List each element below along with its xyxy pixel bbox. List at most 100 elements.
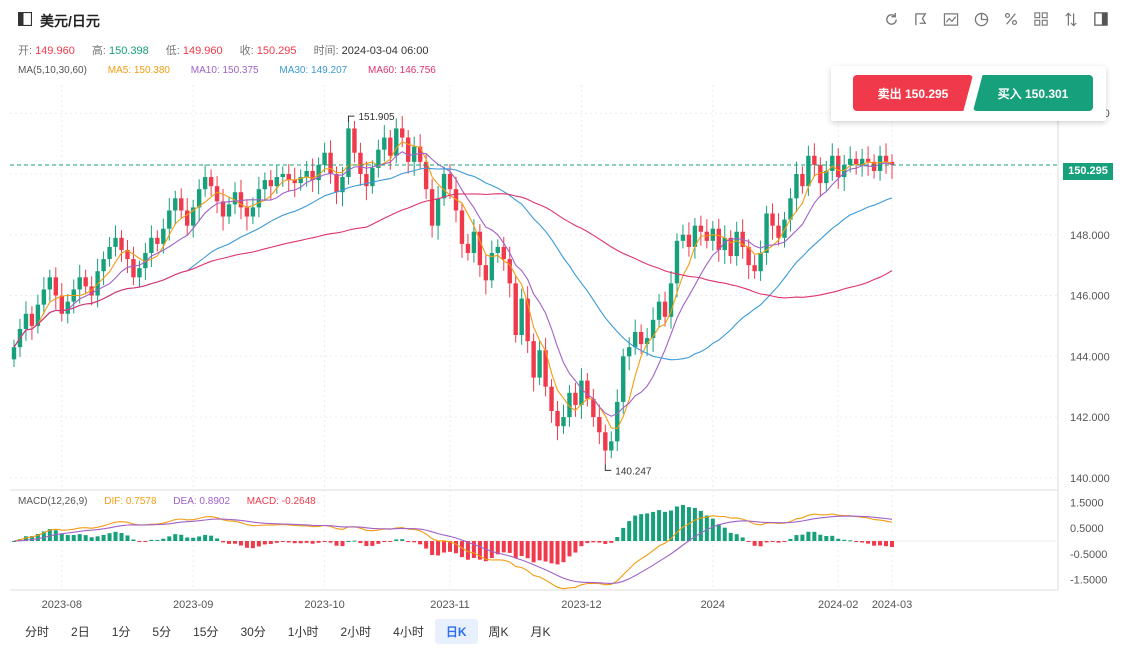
last-price-tag: 150.295 (1063, 163, 1113, 180)
candle-body (842, 164, 847, 178)
candle-body (250, 207, 256, 217)
close-value: 150.295 (256, 45, 297, 57)
candle-body (609, 441, 614, 451)
macd-bar (232, 541, 237, 544)
candle-body (179, 198, 184, 211)
sell-button[interactable]: 卖出 150.295 (853, 75, 973, 111)
candle-body (537, 350, 542, 378)
grid-icon[interactable] (1032, 10, 1050, 28)
macd-bar (728, 532, 733, 541)
y-tick-label: 146.000 (1070, 291, 1110, 303)
macd-bar (531, 541, 536, 563)
time-label: 时间: (313, 45, 339, 57)
timeframe-1[interactable]: 2日 (71, 625, 90, 639)
indicator-icon[interactable] (942, 10, 960, 28)
candle-body (794, 174, 799, 199)
timeframe-7[interactable]: 2小时 (340, 625, 372, 639)
candle-body (429, 189, 435, 226)
timeframe-4[interactable]: 15分 (193, 625, 219, 639)
candle-body (155, 237, 160, 244)
candle-body (591, 398, 596, 418)
timeframe-11[interactable]: 月K (530, 625, 551, 639)
macd-bar (627, 521, 632, 541)
candle-body (519, 298, 524, 336)
layout-icon[interactable] (1092, 10, 1110, 28)
candle-body (543, 350, 548, 387)
macd-bar (722, 527, 727, 541)
candle-body (382, 137, 387, 150)
candle-body (173, 198, 178, 211)
pie-icon[interactable] (972, 10, 990, 28)
candle-body (830, 155, 835, 171)
macd-bar (453, 541, 458, 554)
timeframe-2[interactable]: 1分 (111, 625, 131, 639)
macd-bar (555, 541, 560, 565)
macd-bar (740, 537, 745, 541)
macd-bar (262, 541, 267, 545)
macd-bar (543, 541, 548, 562)
candle-body (722, 237, 727, 250)
macd-bar (615, 537, 620, 541)
candle-body (394, 128, 399, 156)
draw-icon[interactable] (912, 10, 930, 28)
timeframe-8[interactable]: 4小时 (393, 625, 424, 639)
macd-bar (483, 541, 488, 562)
macd-bar (47, 529, 52, 541)
macd-bar (746, 541, 751, 542)
candle-body (680, 234, 686, 241)
macd-bar (394, 539, 399, 541)
extreme-marker (604, 464, 612, 471)
candle-body (597, 417, 602, 433)
macd-bar (866, 541, 871, 544)
refresh-icon[interactable] (882, 10, 900, 28)
macd-bar (513, 541, 518, 558)
macd-bar (352, 540, 357, 542)
timeframe-10[interactable]: 周K (488, 625, 509, 639)
candle-body (59, 295, 64, 314)
compare-icon[interactable] (1062, 10, 1080, 28)
macd-bar (884, 541, 889, 547)
macd-bar (633, 515, 638, 541)
macd-bar (710, 518, 715, 541)
open-value: 149.960 (35, 45, 75, 57)
candle-body (621, 356, 626, 402)
x-tick-label: 2023-11 (430, 599, 470, 611)
dif-line (13, 513, 893, 590)
candle-body (877, 155, 883, 171)
timeframe-0[interactable]: 分时 (25, 625, 50, 639)
candle-body (513, 283, 518, 336)
candle-body (865, 158, 871, 162)
candle-body (370, 167, 375, 187)
macd-bar (209, 535, 214, 541)
candle-body (615, 401, 620, 442)
percent-icon[interactable] (1002, 10, 1020, 28)
candle-body (113, 237, 118, 247)
macd-bar (203, 534, 208, 541)
macd-bar (800, 534, 805, 541)
macd-bar (95, 536, 100, 541)
candle-body (53, 277, 59, 296)
timeframe-3[interactable]: 5分 (152, 625, 172, 639)
ma5-value: MA5: 150.380 (107, 65, 170, 76)
candle-body (47, 277, 53, 290)
ma-legend: MA(5,10,30,60) MA5: 150.380 MA10: 150.37… (18, 65, 454, 76)
macd-bar (758, 541, 763, 547)
candle-body (423, 161, 429, 190)
macd-bar (53, 530, 58, 541)
macd-bar (663, 511, 668, 541)
x-tick-label: 2023-10 (304, 599, 344, 611)
buy-button[interactable]: 买入 150.301 (973, 75, 1093, 111)
panel-toggle-icon[interactable] (18, 12, 32, 26)
candle-body (471, 231, 477, 253)
candle-body (638, 332, 644, 345)
macd-bar (125, 535, 130, 541)
toolbar (882, 10, 1110, 28)
candle-body (567, 392, 572, 418)
timeframe-5[interactable]: 30分 (240, 625, 266, 639)
timeframe-9[interactable]: 日K (434, 619, 478, 644)
timeframe-6[interactable]: 1小时 (287, 625, 319, 639)
candle-body (89, 286, 94, 296)
candle-body (125, 249, 130, 260)
extreme-marker (347, 115, 355, 123)
